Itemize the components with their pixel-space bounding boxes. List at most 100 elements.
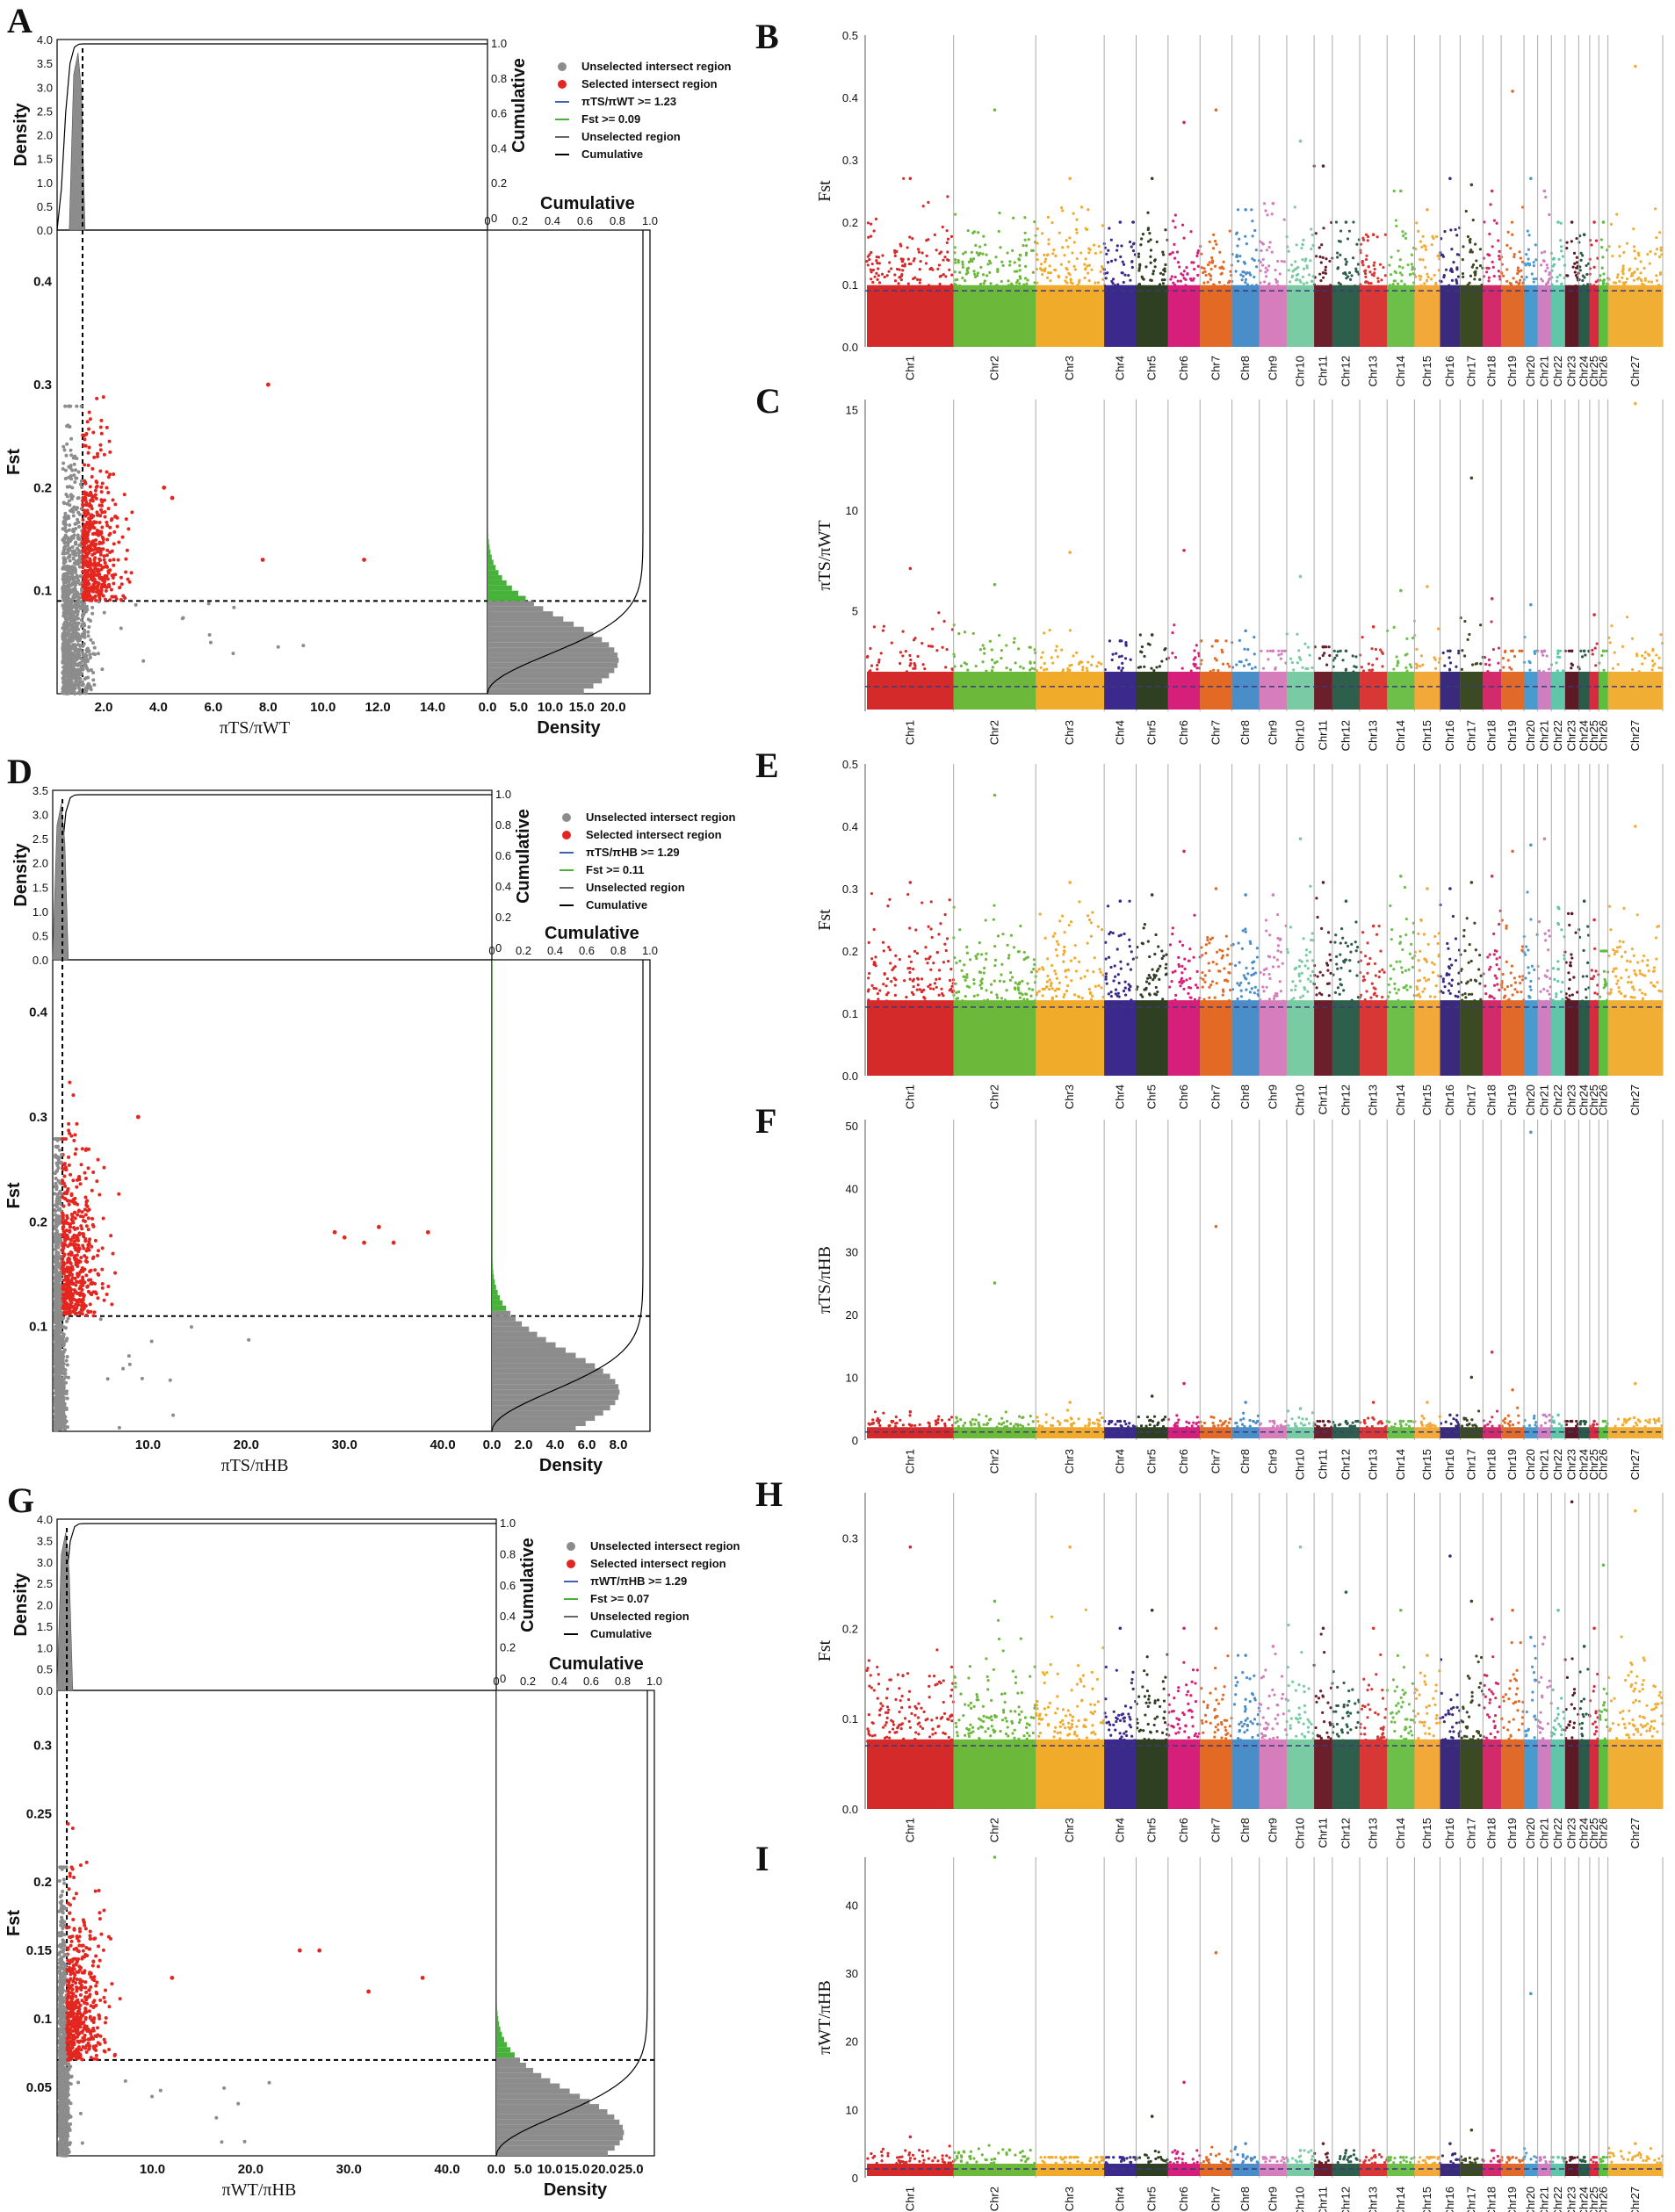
density-bar — [492, 1054, 493, 1059]
data-point — [55, 1223, 59, 1227]
density-bar — [487, 230, 488, 235]
density-bar — [492, 1191, 493, 1196]
data-point — [83, 605, 87, 609]
data-point — [69, 449, 73, 452]
data-point — [82, 2040, 85, 2043]
data-point — [53, 1185, 56, 1188]
data-point — [65, 1320, 69, 1323]
data-point — [104, 2050, 107, 2053]
data-point — [72, 506, 76, 509]
x-tick: 12.0 — [365, 700, 391, 715]
data-point — [106, 1377, 110, 1380]
data-point — [105, 521, 108, 524]
data-point — [68, 1230, 71, 1234]
data-point — [65, 1358, 69, 1362]
data-point — [76, 537, 80, 540]
data-point — [63, 512, 67, 515]
data-point — [70, 497, 74, 501]
data-point — [73, 463, 76, 466]
data-point — [81, 2031, 84, 2035]
data-point — [67, 687, 70, 690]
density-bar — [487, 658, 618, 663]
data-point — [54, 1387, 58, 1390]
data-point — [67, 1822, 70, 1826]
data-point — [77, 2041, 81, 2044]
data-point — [120, 582, 124, 586]
data-point — [60, 2014, 63, 2017]
data-point — [67, 1280, 70, 1284]
data-point — [69, 1944, 73, 1948]
data-point — [66, 2072, 69, 2076]
data-point — [58, 1262, 61, 1265]
data-point — [54, 1233, 57, 1236]
data-point — [69, 1262, 73, 1265]
data-point — [82, 443, 85, 447]
data-point — [99, 419, 103, 422]
data-point — [107, 2048, 111, 2051]
data-point — [69, 437, 73, 441]
data-point — [61, 1918, 64, 1921]
cumulative-tick: 0.4 — [491, 141, 507, 155]
data-point — [68, 1887, 71, 1891]
data-point — [101, 1246, 105, 1250]
data-point — [83, 437, 86, 441]
data-point — [77, 470, 81, 473]
data-point — [61, 1420, 64, 1423]
data-point — [87, 428, 90, 431]
legend: Unselected intersect regionSelected inte… — [564, 1539, 740, 1640]
data-point — [65, 1865, 69, 1869]
data-point — [81, 624, 84, 628]
data-point — [99, 533, 103, 537]
density-bar — [487, 663, 617, 668]
data-point — [86, 1285, 90, 1288]
density-histogram — [492, 960, 619, 1431]
data-point — [58, 2081, 61, 2085]
data-point — [62, 1174, 66, 1178]
data-point — [81, 1147, 84, 1150]
data-point — [96, 550, 99, 553]
density-bar — [487, 297, 488, 302]
data-point — [117, 558, 120, 562]
data-point — [75, 1122, 78, 1126]
data-point — [97, 2014, 100, 2017]
density-bar — [492, 1143, 493, 1149]
density-bar — [492, 1253, 493, 1258]
data-point — [64, 469, 68, 472]
data-point — [83, 2017, 87, 2021]
data-point — [86, 560, 90, 564]
data-point — [62, 1877, 66, 1881]
density-bar — [487, 333, 488, 338]
data-point — [59, 1290, 62, 1293]
data-point — [89, 638, 92, 642]
data-point — [119, 598, 123, 602]
data-point — [71, 578, 75, 581]
data-point — [90, 547, 93, 551]
data-point — [111, 550, 114, 553]
cumulative-x-tick: 0.6 — [579, 944, 595, 957]
data-point — [59, 1407, 62, 1410]
data-point — [54, 1302, 57, 1306]
data-point — [97, 547, 101, 551]
data-point — [54, 1416, 57, 1419]
data-point — [64, 1165, 68, 1169]
data-point — [89, 417, 92, 421]
panel-letter: A — [7, 1, 32, 40]
data-point — [67, 1156, 70, 1159]
data-point — [65, 1228, 69, 1232]
data-point — [62, 448, 66, 451]
data-point — [209, 641, 213, 645]
density-bar — [487, 354, 488, 359]
data-point — [58, 2045, 61, 2049]
cumulative-tick: 0.8 — [491, 72, 507, 85]
data-point — [61, 1938, 64, 1942]
data-point — [65, 619, 69, 623]
data-point — [190, 1325, 193, 1329]
top-density-tick: 2.5 — [37, 1577, 53, 1590]
data-point — [83, 598, 87, 602]
top-density-frame — [57, 1519, 496, 1690]
data-point — [87, 464, 90, 467]
data-point — [61, 1377, 64, 1380]
data-point — [76, 594, 80, 598]
data-point — [72, 1139, 76, 1142]
data-point — [85, 552, 89, 556]
